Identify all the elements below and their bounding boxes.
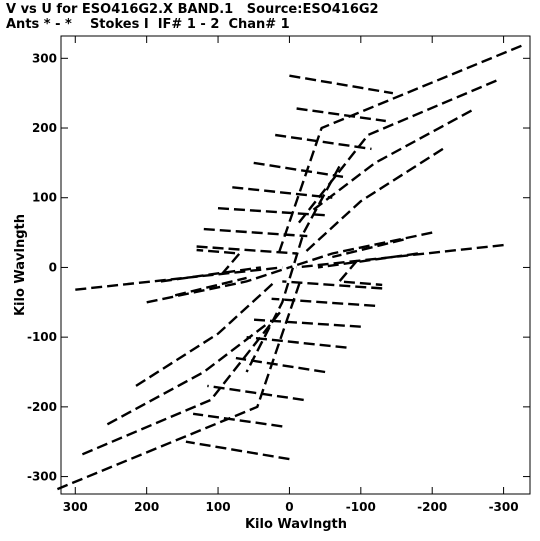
- uv-track-22: [196, 245, 297, 255]
- uv-track-7: [135, 280, 277, 387]
- uv-track-group: [56, 44, 522, 491]
- x-tick-label: 100: [206, 500, 231, 514]
- uv-track-1: [56, 281, 302, 491]
- uv-track-13: [207, 384, 304, 402]
- uv-track-9: [185, 440, 290, 461]
- chart-title: V vs U for ESO416G2.X BAND.1 Source:ESO4…: [6, 2, 379, 17]
- y-tick-label: 100: [32, 191, 57, 205]
- x-tick-label: 0: [285, 500, 293, 514]
- uv-track-20: [203, 227, 308, 238]
- uv-track-8: [289, 74, 394, 95]
- uv-track-31: [196, 248, 242, 276]
- chart-subtitle: Ants * - * Stokes I IF# 1 - 2 Chan# 1: [6, 17, 290, 32]
- y-axis: 300 200 100 0 -100 -200 -300: [27, 51, 530, 484]
- y-axis-title: Kilo Wavlngth: [13, 214, 28, 316]
- x-axis: 300 200 100 0 -100 -200 -300: [63, 36, 519, 514]
- uv-track-4: [310, 109, 473, 213]
- x-tick-label: -100: [346, 500, 376, 514]
- plot-frame: [60, 35, 531, 495]
- x-tick-label: -200: [417, 500, 447, 514]
- y-tick-label: 0: [49, 260, 57, 274]
- uv-track-32: [245, 165, 341, 373]
- y-tick-label: -100: [27, 330, 57, 344]
- uv-track-0: [277, 44, 522, 254]
- uv-track-6: [302, 147, 444, 255]
- uv-track-29: [160, 266, 262, 283]
- y-tick-label: -300: [27, 470, 57, 484]
- uv-track-23: [282, 280, 383, 290]
- x-tick-label: 300: [63, 500, 88, 514]
- uv-track-30: [336, 259, 383, 287]
- uv-track-21: [271, 297, 376, 307]
- uv-track-3: [81, 308, 284, 456]
- uv-track-33: [332, 238, 404, 259]
- y-tick-label: 200: [32, 121, 57, 135]
- uv-track-34: [174, 276, 247, 297]
- uv-track-28: [317, 252, 419, 269]
- y-tick-label: 300: [32, 51, 57, 65]
- x-tick-label: -300: [489, 500, 519, 514]
- uv-track-16: [232, 186, 333, 199]
- uv-track-12: [275, 133, 372, 151]
- uv-track-14: [253, 161, 344, 178]
- x-tick-label: 200: [134, 500, 159, 514]
- uv-track-5: [106, 322, 269, 426]
- uv-track-18: [217, 207, 326, 217]
- uv-track-15: [235, 356, 326, 374]
- uv-track-17: [246, 336, 347, 349]
- x-axis-title: Kilo Wavlngth: [245, 517, 347, 532]
- uv-track-2: [295, 79, 497, 227]
- y-tick-label: -200: [27, 400, 57, 414]
